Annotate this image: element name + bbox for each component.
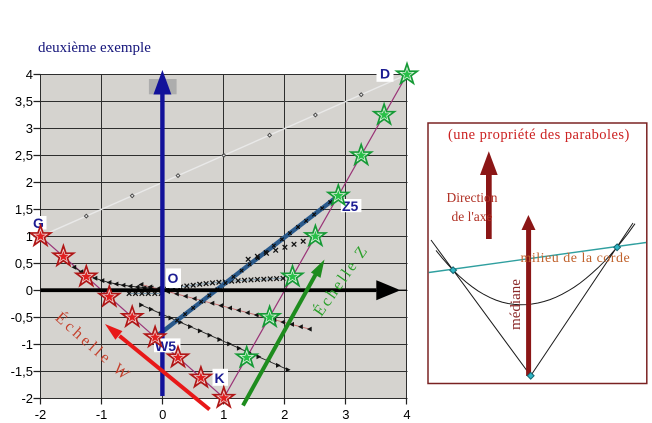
svg-text:K: K xyxy=(215,370,225,386)
svg-text:D: D xyxy=(380,66,390,82)
svg-text:Z5: Z5 xyxy=(342,198,359,214)
svg-text:G: G xyxy=(33,215,44,231)
svg-text:O: O xyxy=(168,270,179,286)
